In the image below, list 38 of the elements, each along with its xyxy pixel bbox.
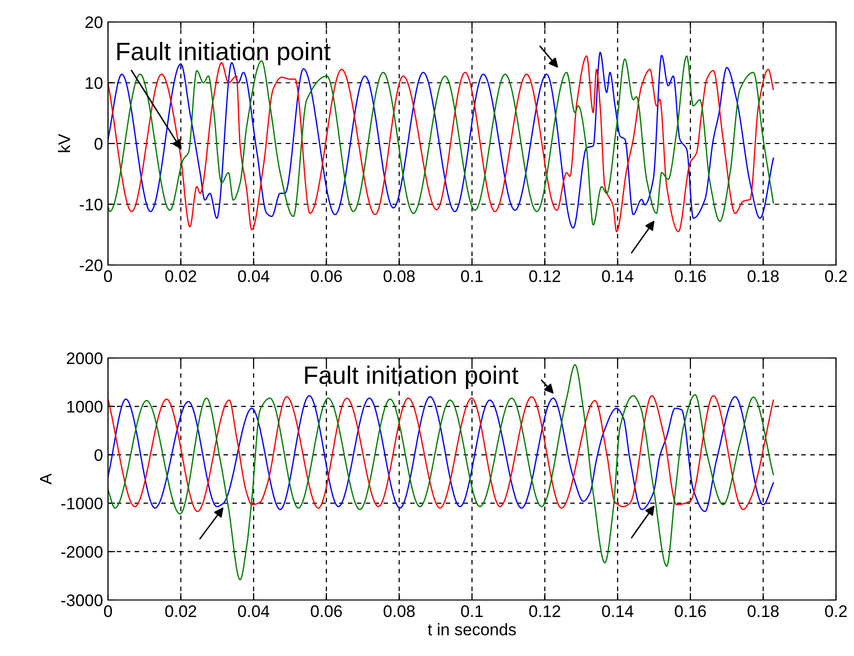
x-tick-label: 0.14 bbox=[602, 605, 634, 618]
annotation: Fault initiation point bbox=[117, 42, 330, 66]
y-tick-label: 10 bbox=[86, 77, 102, 89]
x-tick-label: 0.16 bbox=[674, 605, 706, 618]
x-tick-label: 0.06 bbox=[310, 270, 342, 282]
x-tick-label: 0 bbox=[104, 270, 112, 282]
y-tick-label: 0 bbox=[94, 449, 102, 462]
x-tick-label: 0.12 bbox=[529, 605, 560, 618]
x-tick-label: 0.2 bbox=[825, 605, 847, 618]
x-tick-label: 0.08 bbox=[384, 605, 415, 618]
annotation: Fault initiation point bbox=[305, 366, 518, 389]
x-tick-label: 0.18 bbox=[748, 605, 779, 618]
x-axis-title: t in seconds bbox=[428, 623, 516, 636]
y-tick-label: -2000 bbox=[61, 546, 102, 558]
y-axis-title: kV bbox=[58, 134, 70, 152]
x-tick-label: 0.02 bbox=[165, 605, 196, 618]
y-tick-label: 2000 bbox=[66, 352, 102, 364]
y-tick-label: 20 bbox=[85, 16, 102, 28]
y-tick-label: 1000 bbox=[67, 400, 102, 413]
x-tick-label: 0.08 bbox=[384, 270, 415, 282]
y-tick-label: -3000 bbox=[61, 594, 102, 606]
x-tick-label: 0.16 bbox=[674, 270, 706, 282]
x-tick-label: 0.04 bbox=[238, 605, 270, 618]
x-tick-label: 0 bbox=[104, 605, 112, 618]
x-tick-label: 0.18 bbox=[748, 270, 779, 282]
y-axis-title: A bbox=[40, 473, 52, 485]
y-tick-label: -10 bbox=[80, 198, 102, 210]
y-tick-label: -20 bbox=[80, 259, 102, 272]
y-tick-label: -1000 bbox=[61, 498, 102, 510]
x-tick-label: 0.1 bbox=[461, 605, 483, 618]
x-tick-label: 0.12 bbox=[529, 270, 560, 282]
x-tick-label: 0.2 bbox=[825, 270, 847, 282]
y-tick-label: 0 bbox=[94, 138, 102, 150]
x-tick-label: 0.1 bbox=[461, 270, 483, 282]
x-tick-label: 0.14 bbox=[602, 270, 634, 282]
x-tick-label: 0.06 bbox=[310, 605, 342, 618]
x-tick-label: 0.04 bbox=[238, 270, 270, 282]
x-tick-label: 0.02 bbox=[165, 270, 196, 282]
